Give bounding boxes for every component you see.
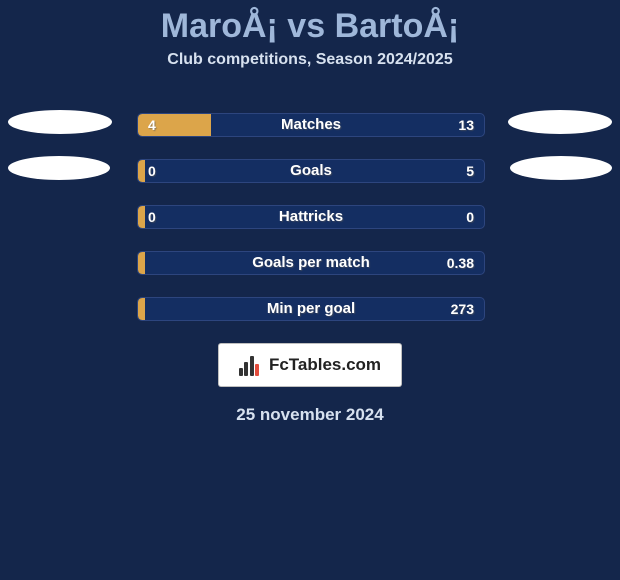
brand-logo: FcTables.com xyxy=(218,343,402,387)
logo-chart-icon xyxy=(239,354,261,376)
stat-bar-fill xyxy=(138,206,145,228)
stat-left-value: 0 xyxy=(148,206,156,228)
stat-label: Hattricks xyxy=(138,206,484,228)
stat-left-value: 4 xyxy=(148,114,156,136)
player-marker-right xyxy=(510,156,612,180)
stat-right-value: 5 xyxy=(466,160,474,182)
player-marker-left xyxy=(8,156,110,180)
stat-row: 273Min per goal xyxy=(0,283,620,329)
stat-label: Min per goal xyxy=(138,298,484,320)
stat-right-value: 0.38 xyxy=(447,252,474,274)
stat-bar-fill xyxy=(138,160,145,182)
stat-right-value: 13 xyxy=(458,114,474,136)
player-marker-right xyxy=(508,110,612,134)
brand-logo-text: FcTables.com xyxy=(269,355,381,375)
stat-bar-fill xyxy=(138,252,145,274)
stat-row: 413Matches xyxy=(0,99,620,145)
stat-label: Goals xyxy=(138,160,484,182)
stats-chart: 413Matches05Goals00Hattricks0.38Goals pe… xyxy=(0,99,620,329)
stat-bar: 0 0Hattricks xyxy=(137,205,485,229)
player-marker-left xyxy=(8,110,112,134)
stat-left-value: 0 xyxy=(148,160,156,182)
stat-right-value: 273 xyxy=(451,298,474,320)
stat-row: 0 0Hattricks xyxy=(0,191,620,237)
stat-bar: 0 5Goals xyxy=(137,159,485,183)
stat-bar: 0.38Goals per match xyxy=(137,251,485,275)
brand-logo-wrap: FcTables.com xyxy=(0,343,620,387)
page-title: MaroÅ¡ vs BartoÅ¡ xyxy=(0,0,620,45)
stat-bar: 273Min per goal xyxy=(137,297,485,321)
stat-bar: 413Matches xyxy=(137,113,485,137)
stat-row: 0.38Goals per match xyxy=(0,237,620,283)
report-date: 25 november 2024 xyxy=(0,405,620,425)
stat-label: Goals per match xyxy=(138,252,484,274)
stat-right-value: 0 xyxy=(466,206,474,228)
stat-bar-fill xyxy=(138,298,145,320)
stat-row: 0 5Goals xyxy=(0,145,620,191)
comparison-stats-card: MaroÅ¡ vs BartoÅ¡ Club competitions, Sea… xyxy=(0,0,620,580)
subtitle: Club competitions, Season 2024/2025 xyxy=(0,51,620,69)
